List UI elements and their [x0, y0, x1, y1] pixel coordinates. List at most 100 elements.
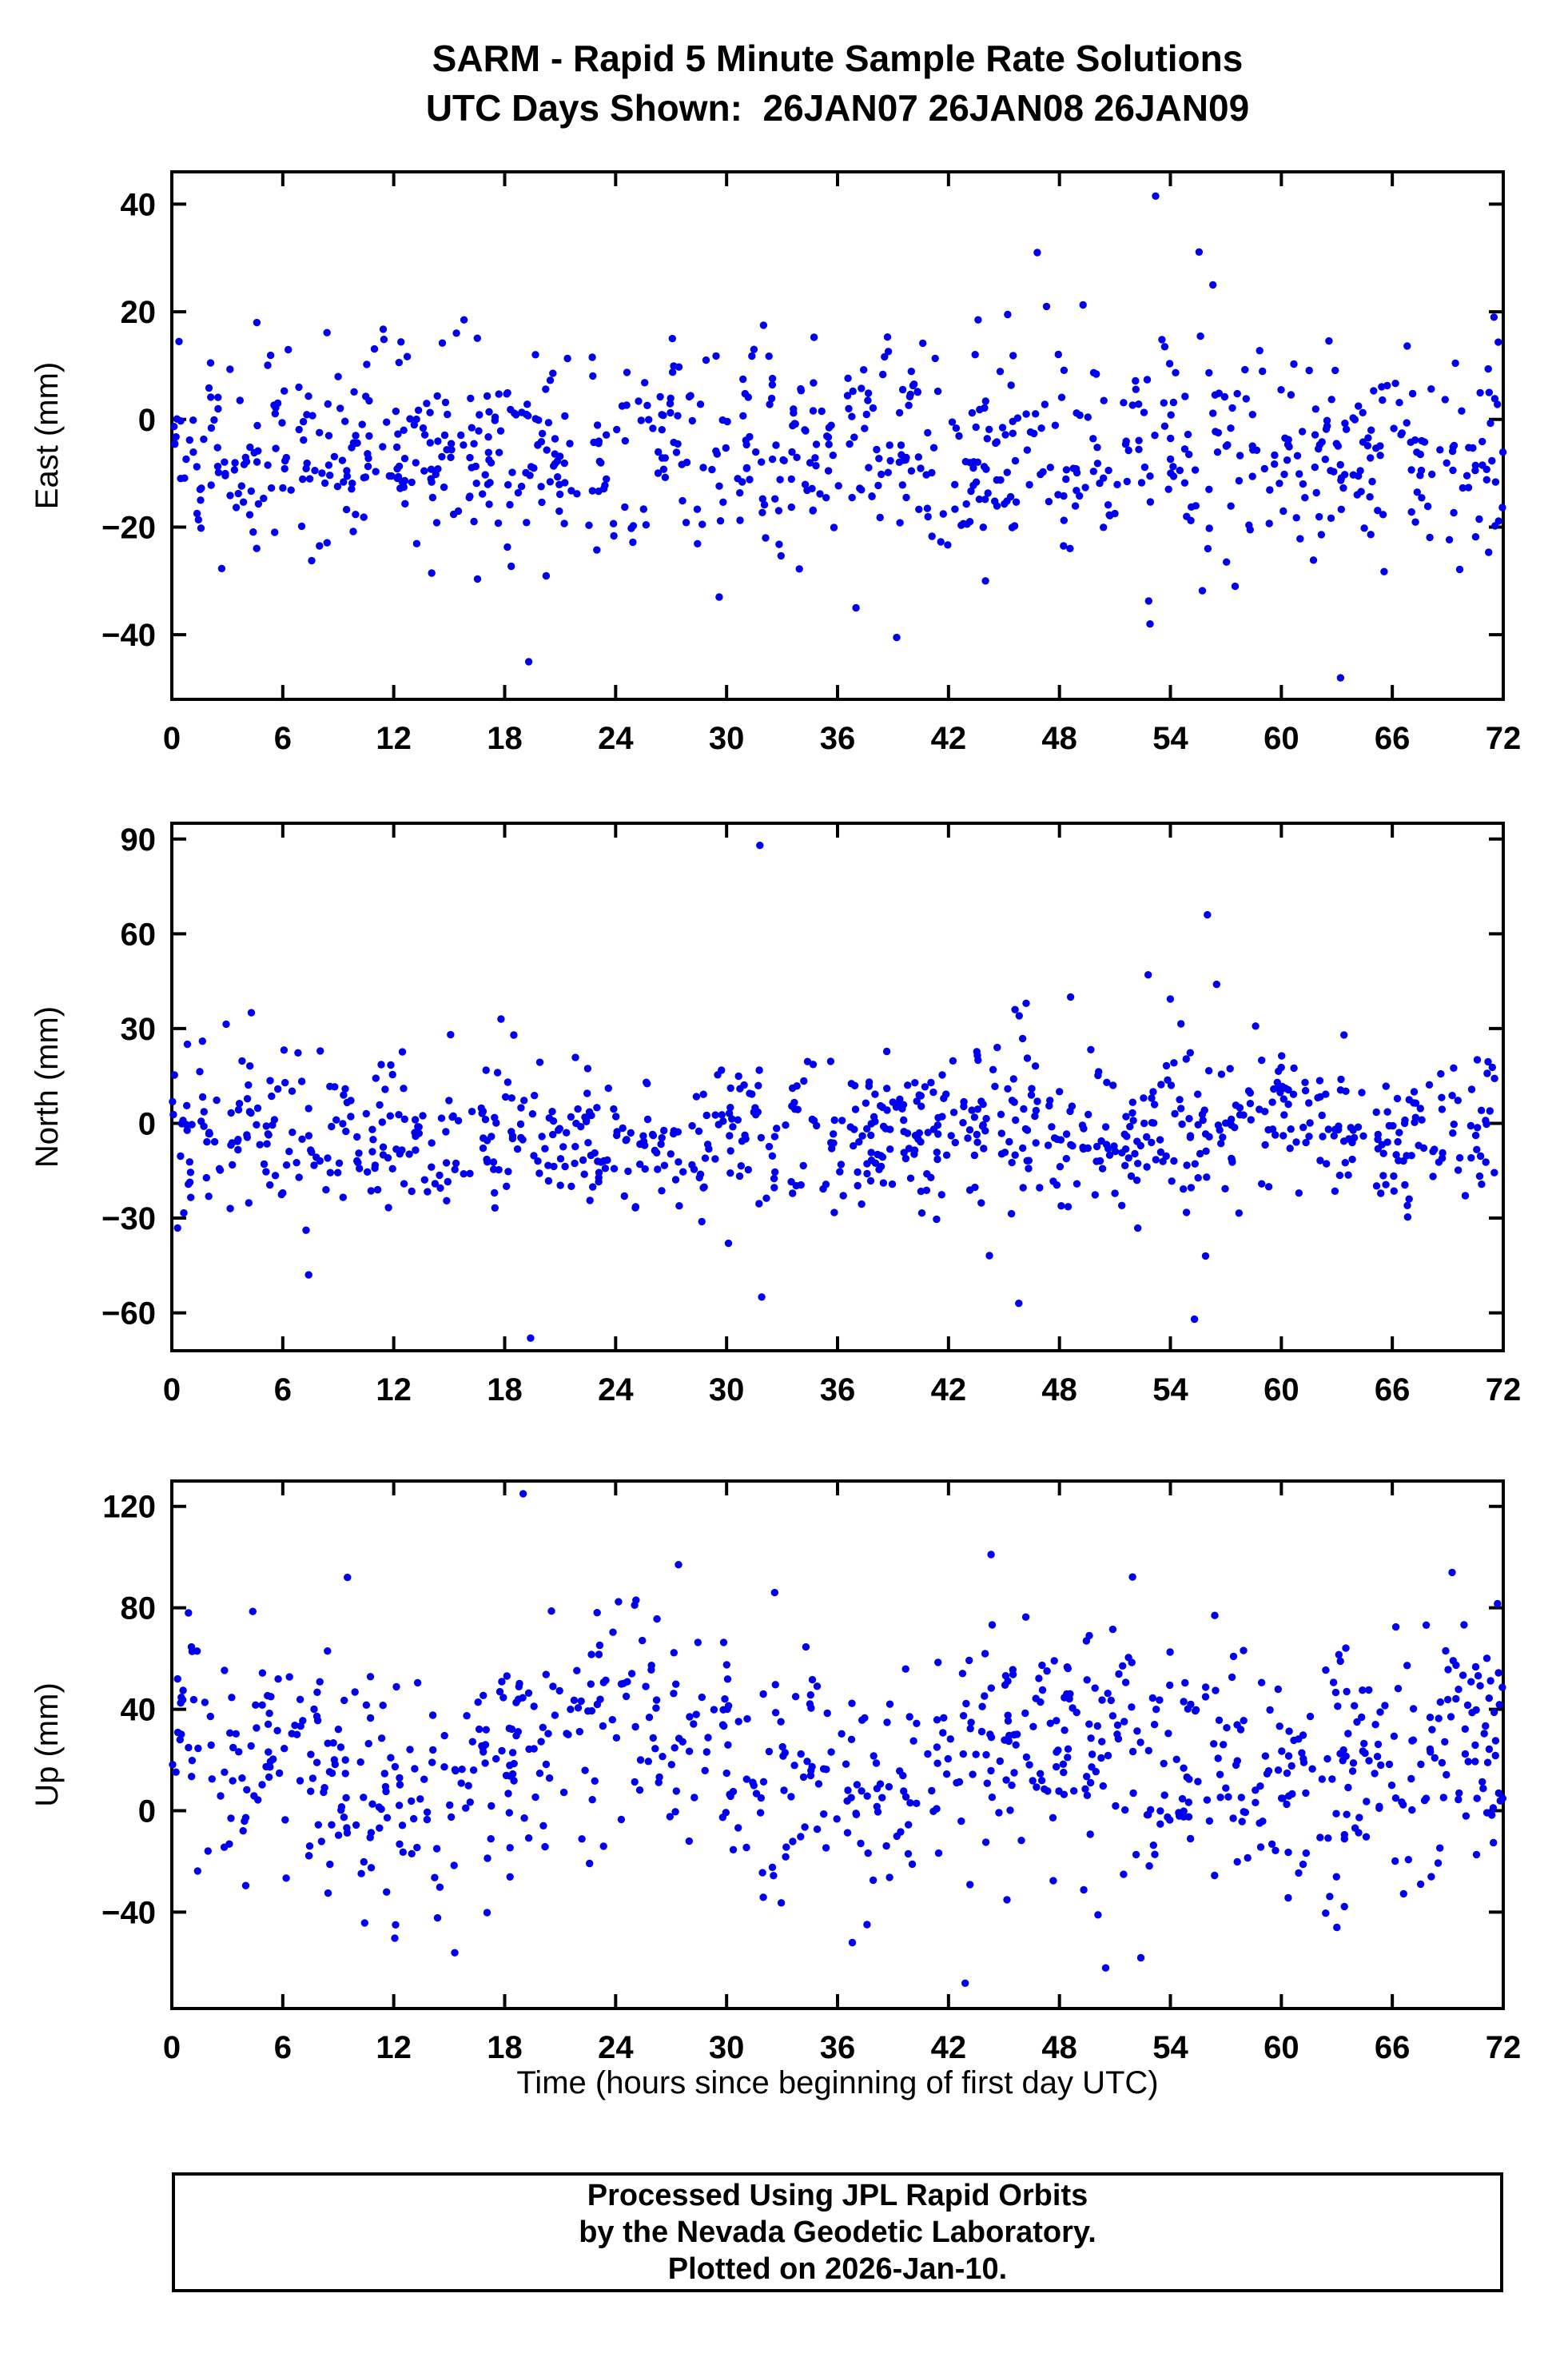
- data-point: [400, 426, 408, 434]
- data-point: [173, 1674, 181, 1683]
- data-point: [1331, 366, 1339, 375]
- data-point: [603, 1156, 611, 1165]
- data-point: [957, 521, 965, 529]
- data-point: [670, 438, 678, 447]
- data-point: [1327, 396, 1335, 404]
- data-point: [740, 1081, 748, 1089]
- data-point: [1315, 444, 1323, 453]
- data-point: [768, 455, 777, 464]
- data-point: [343, 472, 352, 480]
- data-point: [281, 387, 289, 395]
- data-point: [615, 1598, 623, 1606]
- data-point: [830, 1116, 838, 1125]
- data-point: [931, 354, 939, 363]
- data-point: [1364, 434, 1372, 442]
- data-point: [844, 374, 852, 382]
- panel-north-svg: 0 6 12 18 24 30 36 42 48 54 60 66 72−60−300306090Nor…: [30, 822, 1521, 1407]
- data-point: [1046, 464, 1055, 472]
- data-point: [1060, 542, 1068, 550]
- data-point: [829, 452, 838, 460]
- data-point: [1324, 1834, 1332, 1842]
- data-point: [377, 1734, 386, 1742]
- data-point: [610, 1105, 618, 1113]
- data-point: [1393, 1094, 1402, 1103]
- data-point: [325, 1768, 334, 1776]
- data-point: [1348, 1767, 1357, 1775]
- data-point: [881, 352, 889, 361]
- data-point: [1180, 1807, 1188, 1815]
- data-point: [972, 423, 980, 432]
- data-point: [1340, 471, 1349, 479]
- data-point: [1293, 452, 1302, 460]
- data-point: [364, 1168, 372, 1176]
- data-point: [495, 448, 503, 456]
- data-point: [1128, 1573, 1136, 1581]
- data-point: [322, 1185, 330, 1194]
- data-point: [688, 416, 696, 425]
- data-point-outlier: [724, 1239, 733, 1248]
- data-point: [924, 512, 932, 521]
- data-point: [766, 400, 774, 408]
- data-point: [295, 425, 303, 434]
- data-point: [635, 397, 643, 405]
- data-point: [744, 393, 752, 401]
- data-point: [347, 1113, 355, 1121]
- x-tick-label: 42: [931, 2030, 967, 2065]
- data-point: [272, 444, 280, 452]
- data-point: [226, 1204, 234, 1212]
- data-point: [1134, 1160, 1142, 1168]
- data-point: [447, 1030, 455, 1039]
- data-point: [871, 1090, 879, 1098]
- data-point: [1495, 1701, 1503, 1709]
- data-point: [867, 1120, 875, 1128]
- data-point: [1140, 1094, 1148, 1102]
- data-point: [254, 1796, 262, 1804]
- data-point: [883, 1718, 891, 1726]
- data-point: [789, 1189, 797, 1197]
- data-point: [910, 1146, 919, 1154]
- data-point: [1311, 431, 1319, 439]
- data-point: [243, 1786, 251, 1794]
- data-point: [1344, 1730, 1352, 1738]
- data-point: [488, 1802, 495, 1810]
- data-point: [1096, 1157, 1104, 1165]
- data-point: [1284, 1752, 1293, 1760]
- data-point: [196, 485, 205, 493]
- x-tick-label: 72: [1486, 721, 1522, 756]
- data-point: [1498, 1683, 1506, 1691]
- y-tick-label: 30: [121, 1012, 157, 1047]
- data-point: [1135, 400, 1143, 408]
- data-point: [349, 528, 357, 535]
- data-point: [423, 400, 431, 408]
- data-point: [1443, 1695, 1452, 1704]
- data-point: [972, 1750, 980, 1758]
- data-point: [1498, 1794, 1507, 1802]
- data-point: [1455, 1789, 1463, 1798]
- data-point: [353, 1157, 361, 1165]
- data-point: [1482, 1722, 1490, 1730]
- y-tick-label: 60: [121, 917, 157, 952]
- points-group: [169, 1490, 1507, 1987]
- data-point: [1093, 444, 1101, 452]
- data-point: [360, 1919, 368, 1927]
- data-point: [790, 1762, 798, 1770]
- data-point: [410, 1814, 418, 1823]
- data-point: [320, 1788, 328, 1797]
- data-point: [1236, 1104, 1244, 1112]
- data-point: [1387, 1782, 1396, 1790]
- data-point: [474, 1698, 482, 1706]
- data-point: [324, 1889, 332, 1897]
- data-point: [1071, 502, 1080, 510]
- data-point: [970, 1113, 979, 1121]
- data-point: [1308, 1765, 1316, 1773]
- data-point: [1104, 1690, 1112, 1698]
- data-point: [305, 1842, 314, 1850]
- data-point: [267, 1693, 275, 1701]
- x-tick-label: 12: [376, 721, 412, 756]
- data-point: [1482, 476, 1491, 484]
- data-point: [970, 1151, 979, 1160]
- data-point: [312, 1758, 321, 1766]
- data-point: [222, 1020, 230, 1029]
- data-point: [670, 1649, 678, 1657]
- data-point: [872, 1759, 881, 1767]
